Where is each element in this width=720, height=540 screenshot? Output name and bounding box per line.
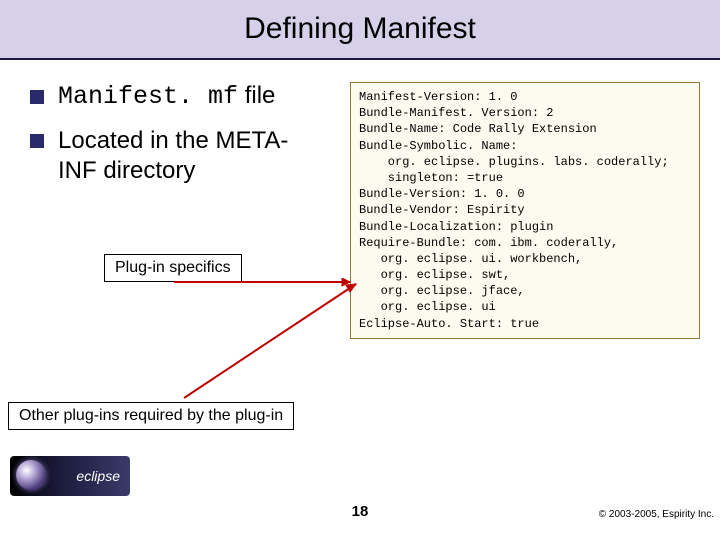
manifest-code-box: Manifest-Version: 1. 0 Bundle-Manifest. …	[350, 82, 700, 339]
bullet-1-rest: file	[238, 82, 275, 109]
bullet-1-text: Manifest. mf file	[58, 82, 275, 111]
bullet-square-icon	[30, 90, 44, 104]
eclipse-orb-icon	[16, 460, 46, 490]
arrow-other-to-code	[180, 278, 380, 418]
copyright-text: © 2003-2005, Espirity Inc.	[599, 509, 714, 520]
eclipse-logo-text: eclipse	[76, 468, 120, 484]
manifest-filename: Manifest. mf	[58, 82, 238, 111]
eclipse-logo: eclipse	[10, 456, 130, 496]
bullet-2-text: Located in the META-INF directory	[58, 126, 318, 186]
page-title: Defining Manifest	[0, 12, 720, 46]
bullet-square-icon	[30, 134, 44, 148]
